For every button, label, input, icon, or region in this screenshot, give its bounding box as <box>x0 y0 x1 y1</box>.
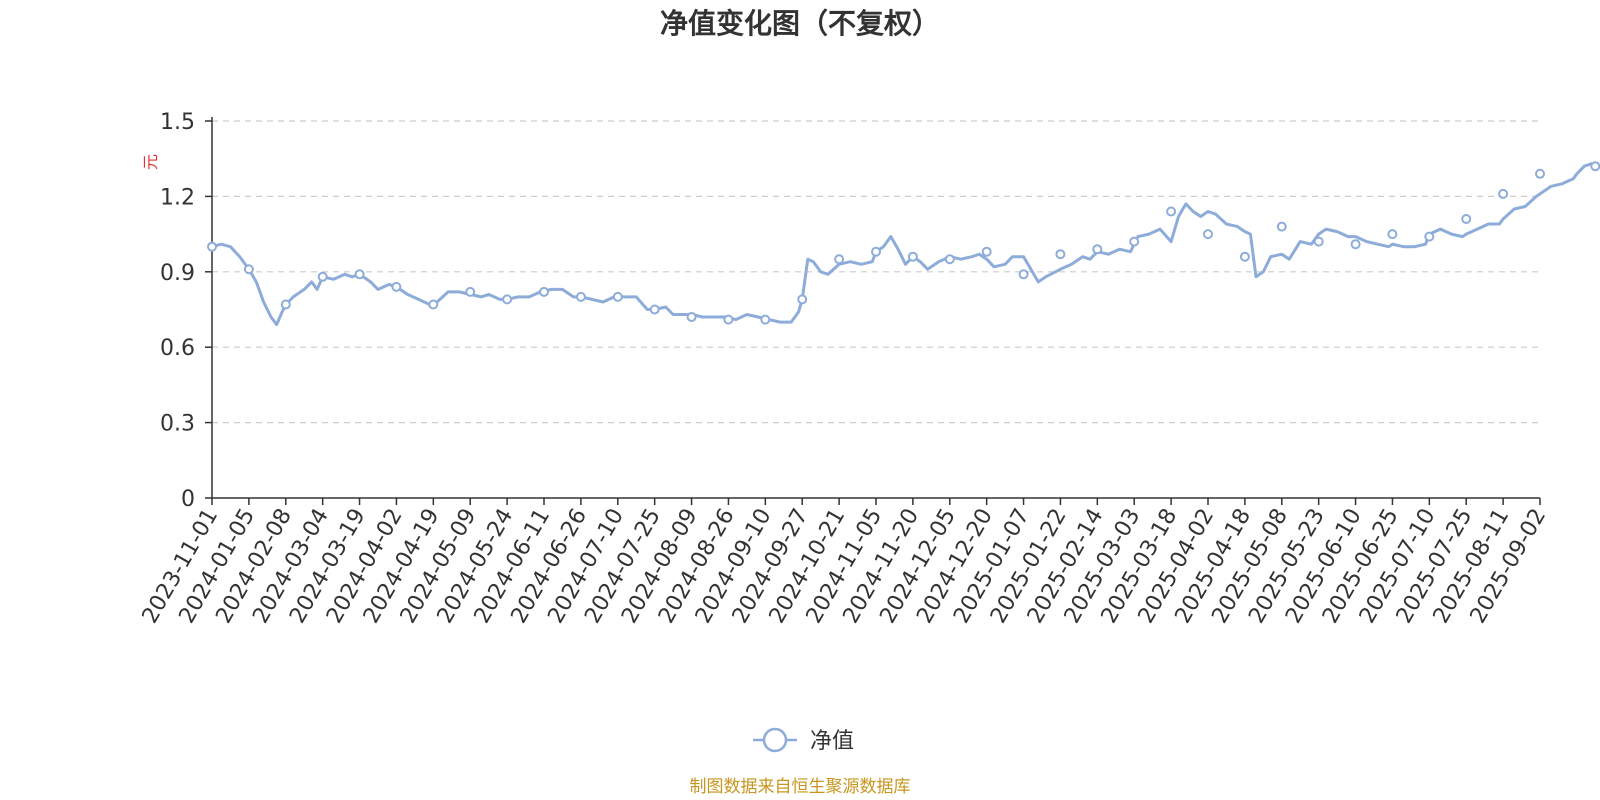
data-point[interactable] <box>686 312 697 322</box>
data-point[interactable] <box>1018 269 1029 280</box>
data-point[interactable] <box>1276 221 1287 232</box>
source-note: 制图数据来自恒生聚源数据库 <box>690 777 911 797</box>
data-point[interactable] <box>907 251 918 262</box>
data-point[interactable] <box>465 286 476 297</box>
data-point[interactable] <box>1498 188 1509 199</box>
data-point[interactable] <box>1239 251 1250 262</box>
data-point[interactable] <box>1055 249 1066 260</box>
series-layer <box>207 161 1600 327</box>
data-point[interactable] <box>723 314 734 325</box>
data-point[interactable] <box>981 246 992 257</box>
y-axis-tick-labels: 0 0.3 0.6 0.9 1.2 1.5 <box>160 110 195 512</box>
x-axis-tick-labels: 2023-11-012024-01-052024-02-082024-03-04… <box>138 505 1552 628</box>
data-point[interactable] <box>797 294 808 305</box>
data-point[interactable] <box>575 291 586 302</box>
data-point[interactable] <box>1313 236 1324 247</box>
data-point[interactable] <box>428 299 439 310</box>
data-point[interactable] <box>280 299 291 310</box>
y-axis-unit-label: 元 <box>141 154 160 170</box>
data-point[interactable] <box>649 304 660 315</box>
data-point[interactable] <box>834 254 845 265</box>
data-point[interactable] <box>944 254 955 265</box>
data-point[interactable] <box>1424 231 1435 242</box>
data-point[interactable] <box>760 314 771 325</box>
legend-label: 净值 <box>810 729 854 754</box>
data-point[interactable] <box>354 269 365 280</box>
data-point[interactable] <box>612 291 623 302</box>
legend[interactable]: 净值 <box>753 727 854 754</box>
data-point[interactable] <box>243 264 254 275</box>
series-line-nav <box>210 162 1597 327</box>
data-point[interactable] <box>1350 239 1361 250</box>
legend-marker-icon <box>762 727 788 753</box>
data-point[interactable] <box>317 271 328 282</box>
data-point[interactable] <box>1387 229 1398 240</box>
grid-lines <box>212 120 1540 424</box>
data-point[interactable] <box>502 294 513 305</box>
y-tick-label: 0.6 <box>160 336 195 361</box>
data-point[interactable] <box>1590 161 1600 172</box>
data-point[interactable] <box>1092 244 1103 255</box>
data-point[interactable] <box>1166 206 1177 217</box>
data-point[interactable] <box>391 281 402 292</box>
chart-title: 净值变化图（不复权） <box>660 7 940 40</box>
y-tick-label: 1.2 <box>160 185 195 210</box>
data-point[interactable] <box>207 241 217 252</box>
y-tick-label: 1.5 <box>160 110 195 135</box>
data-point[interactable] <box>1203 229 1213 240</box>
data-point[interactable] <box>539 286 549 297</box>
data-point[interactable] <box>871 246 881 257</box>
y-tick-label: 0.9 <box>160 261 195 286</box>
data-point[interactable] <box>1535 168 1545 179</box>
y-tick-label: 0 <box>181 487 195 512</box>
axes <box>205 117 1541 505</box>
data-point[interactable] <box>1461 214 1472 224</box>
data-point[interactable] <box>1129 236 1140 247</box>
y-tick-label: 0.3 <box>160 412 195 437</box>
